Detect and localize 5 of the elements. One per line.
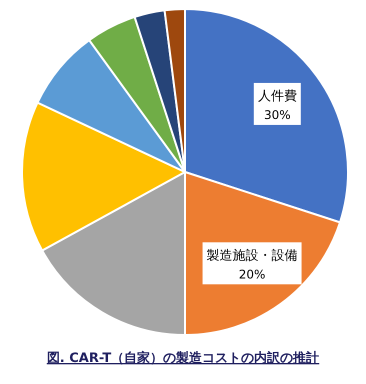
text: 図. CAR-T（自家）の製造コストの内訳の推計 <box>46 350 320 366</box>
slice-label: 人件費 <box>258 88 297 104</box>
slice-label: 製造施設・設備 <box>206 248 298 264</box>
data-label: 30% <box>264 108 291 122</box>
data-label: 20% <box>238 267 266 282</box>
